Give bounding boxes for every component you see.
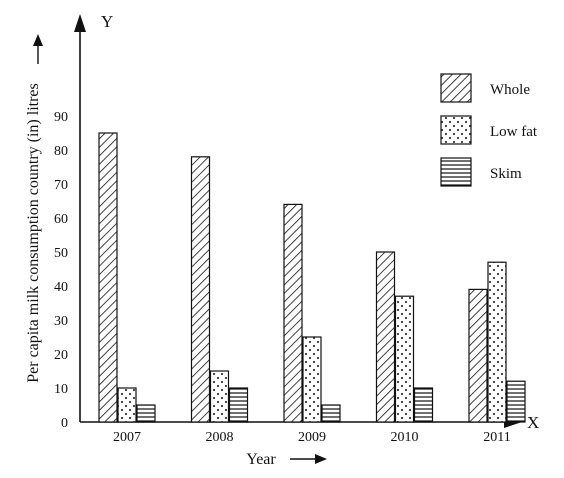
bars (98, 132, 526, 423)
x-tick-label: 2007 (113, 430, 141, 445)
y-tick-label: 60 (54, 212, 68, 227)
y-label-arrow-head (33, 34, 43, 46)
y-tick-label: 90 (54, 110, 68, 125)
legend-swatch-whole (440, 73, 472, 103)
bar-low-fat-2009 (302, 336, 322, 423)
x-axis-label: Year (246, 451, 276, 468)
x-tick-label: 2010 (391, 430, 419, 445)
bar-whole-2007 (98, 132, 118, 423)
y-tick-label: 30 (54, 314, 68, 329)
bar-skim-2007 (136, 404, 156, 423)
bar-skim-2008 (228, 387, 249, 423)
bar-whole-2009 (283, 203, 303, 423)
legend-label: Skim (490, 166, 522, 182)
x-tick-label: 2008 (206, 430, 234, 445)
legend-label: Low fat (490, 124, 538, 140)
bar-low-fat-2008 (209, 370, 230, 423)
y-tick-labels: 0 10 20 30 40 50 60 70 80 90 (54, 110, 68, 431)
y-tick-label: 0 (61, 416, 68, 431)
x-tick-label: 2011 (483, 430, 510, 445)
legend-swatch-skim (440, 157, 472, 187)
y-tick-label: 10 (54, 382, 68, 397)
bar-whole-2011 (468, 288, 488, 423)
y-tick-label: 80 (54, 144, 68, 159)
bar-low-fat-2010 (394, 295, 415, 423)
y-tick-label: 20 (54, 348, 68, 363)
bar-skim-2010 (413, 387, 434, 423)
y-tick-label: 70 (54, 178, 68, 193)
legend-label: Whole (490, 82, 530, 98)
x-tick-label: 2009 (298, 430, 326, 445)
y-tick-label: 40 (54, 280, 68, 295)
x-label-arrow-head (315, 454, 327, 464)
legend-swatch-low-fat (440, 115, 472, 145)
bar-whole-2010 (375, 251, 396, 423)
y-axis-arrowhead (74, 14, 86, 32)
x-tick-labels: 2007 2008 2009 2010 2011 (113, 430, 511, 445)
y-axis-letter: Y (101, 12, 113, 31)
bar-skim-2011 (506, 380, 526, 423)
bar-low-fat-2007 (117, 387, 137, 423)
bar-whole-2008 (190, 156, 211, 423)
legend: Whole Low fat Skim (440, 73, 538, 187)
y-axis-label: Per capita milk consumption country (in)… (25, 83, 42, 383)
bar-low-fat-2011 (487, 261, 507, 423)
x-axis-letter: X (527, 413, 539, 432)
bar-skim-2009 (321, 404, 341, 423)
y-tick-label: 50 (54, 246, 68, 261)
